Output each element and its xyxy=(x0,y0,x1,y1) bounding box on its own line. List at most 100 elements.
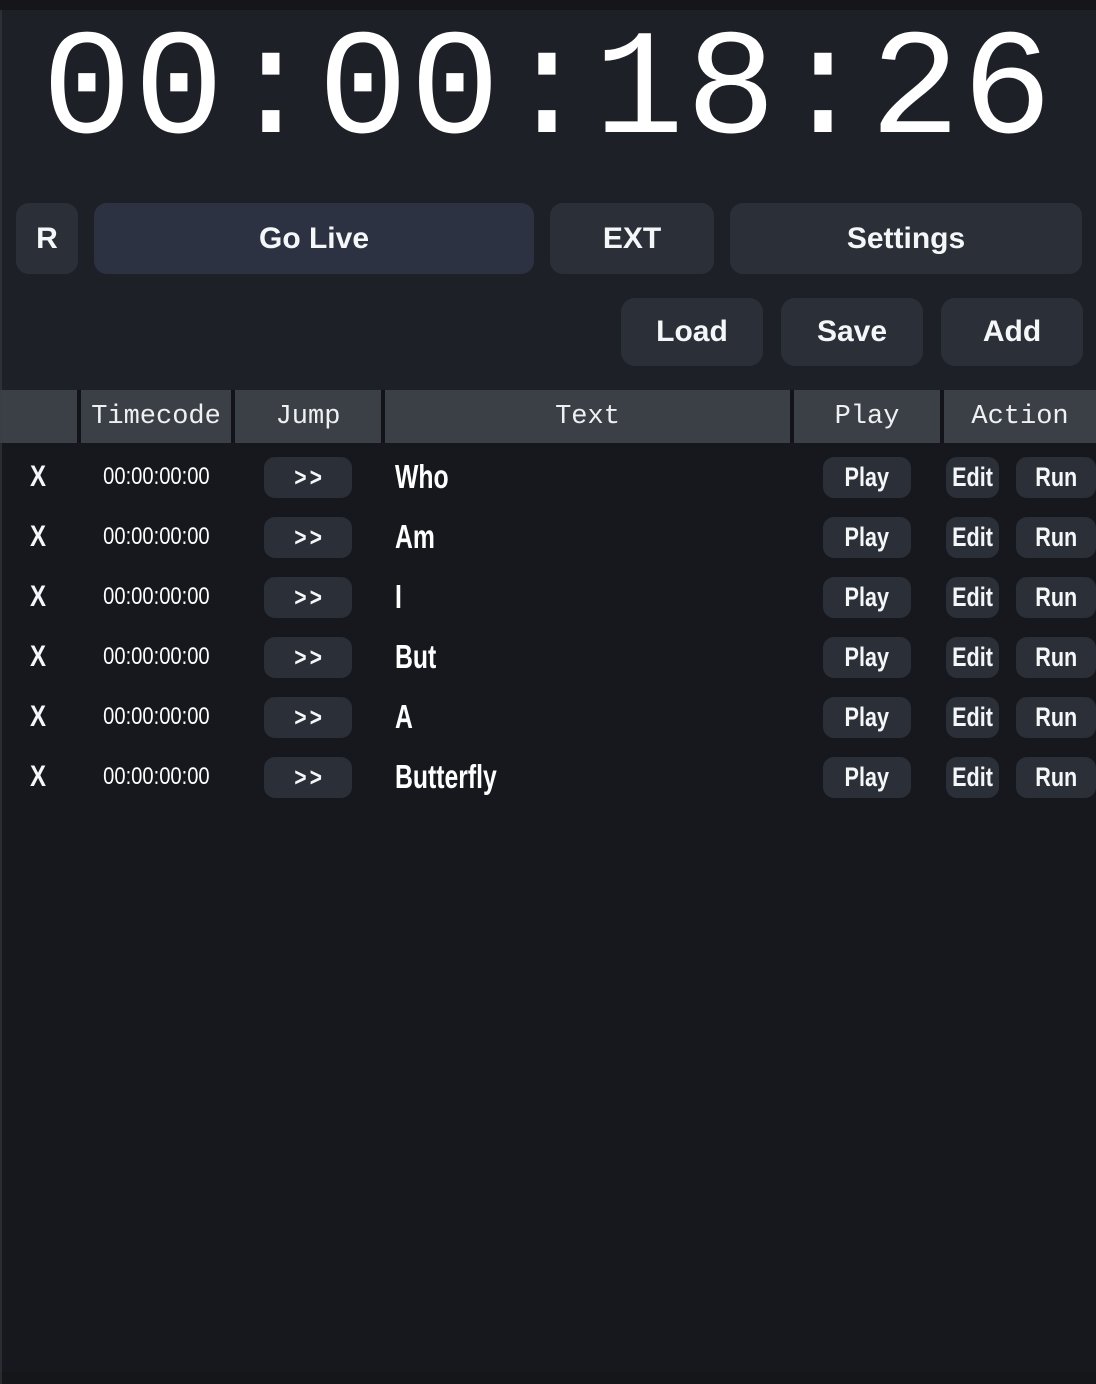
run-button[interactable]: Run xyxy=(1016,456,1096,498)
edit-button[interactable]: Edit xyxy=(946,456,999,498)
run-button-label: Run xyxy=(1034,581,1077,612)
edit-button[interactable]: Edit xyxy=(946,636,999,678)
save-button[interactable]: Save xyxy=(781,298,923,366)
file-actions-toolbar: Load Save Add xyxy=(0,298,1083,366)
play-cell: Play xyxy=(794,567,940,627)
jump-button[interactable]: >> xyxy=(264,456,352,498)
jump-cell: >> xyxy=(235,507,381,567)
double-chevron-icon: >> xyxy=(294,461,325,492)
delete-row-button[interactable]: X xyxy=(30,700,47,733)
text-cell: A xyxy=(385,687,790,747)
jump-button[interactable]: >> xyxy=(264,516,352,558)
action-cell: Edit Run xyxy=(944,507,1096,567)
load-button[interactable]: Load xyxy=(621,298,763,366)
table-row: X 00:00:00:00 >> Who Play Edit Run xyxy=(0,447,1096,507)
row-text: Am xyxy=(395,518,435,555)
run-button-label: Run xyxy=(1034,461,1077,492)
run-button[interactable]: Run xyxy=(1016,516,1096,558)
edit-button[interactable]: Edit xyxy=(946,696,999,738)
double-chevron-icon: >> xyxy=(294,581,325,612)
col-header-delete xyxy=(0,390,77,443)
text-cell: Who xyxy=(385,447,790,507)
table-header-row: Timecode Jump Text Play Action xyxy=(0,390,1096,443)
delete-row-button[interactable]: X xyxy=(30,640,47,673)
play-cell: Play xyxy=(794,507,940,567)
jump-button[interactable]: >> xyxy=(264,576,352,618)
ext-button[interactable]: EXT xyxy=(550,203,714,274)
play-button-label: Play xyxy=(844,581,890,612)
play-button[interactable]: Play xyxy=(823,576,911,618)
play-button-label: Play xyxy=(844,701,890,732)
edit-button[interactable]: Edit xyxy=(946,756,999,798)
double-chevron-icon: >> xyxy=(294,521,325,552)
delete-cell: X xyxy=(0,747,77,807)
play-button-label: Play xyxy=(844,461,890,492)
double-chevron-icon: >> xyxy=(294,701,325,732)
play-button[interactable]: Play xyxy=(823,516,911,558)
col-header-jump: Jump xyxy=(235,390,381,443)
text-cell: Butterfly xyxy=(385,747,790,807)
action-cell: Edit Run xyxy=(944,627,1096,687)
record-button[interactable]: R xyxy=(16,203,78,274)
play-button[interactable]: Play xyxy=(823,696,911,738)
timecode-cell: 00:00:00:00 xyxy=(81,447,231,507)
run-button-label: Run xyxy=(1034,521,1077,552)
play-cell: Play xyxy=(794,627,940,687)
table-row: X 00:00:00:00 >> I Play Edit Run xyxy=(0,567,1096,627)
delete-row-button[interactable]: X xyxy=(30,760,47,793)
action-cell: Edit Run xyxy=(944,687,1096,747)
play-button[interactable]: Play xyxy=(823,456,911,498)
text-cell: But xyxy=(385,627,790,687)
add-button[interactable]: Add xyxy=(941,298,1083,366)
jump-cell: >> xyxy=(235,687,381,747)
jump-button[interactable]: >> xyxy=(264,636,352,678)
settings-button[interactable]: Settings xyxy=(730,203,1082,274)
row-timecode: 00:00:00:00 xyxy=(102,703,210,730)
delete-cell: X xyxy=(0,687,77,747)
double-chevron-icon: >> xyxy=(294,641,325,672)
table-body: X 00:00:00:00 >> Who Play Edit Run xyxy=(0,447,1096,807)
table-row: X 00:00:00:00 >> A Play Edit Run xyxy=(0,687,1096,747)
delete-cell: X xyxy=(0,567,77,627)
app-window: 00:00:18:26 R Go Live EXT Settings Load … xyxy=(0,10,1096,1372)
run-button-label: Run xyxy=(1034,641,1077,672)
row-text: Butterfly xyxy=(395,758,497,795)
run-button[interactable]: Run xyxy=(1016,636,1096,678)
control-panel: 00:00:18:26 R Go Live EXT Settings Load … xyxy=(0,10,1096,390)
play-cell: Play xyxy=(794,447,940,507)
delete-cell: X xyxy=(0,447,77,507)
delete-cell: X xyxy=(0,507,77,567)
master-timecode-display: 00:00:18:26 xyxy=(41,8,1055,178)
go-live-button[interactable]: Go Live xyxy=(94,203,534,274)
double-chevron-icon: >> xyxy=(294,761,325,792)
edit-button[interactable]: Edit xyxy=(946,576,999,618)
play-button[interactable]: Play xyxy=(823,756,911,798)
action-cell: Edit Run xyxy=(944,747,1096,807)
delete-row-button[interactable]: X xyxy=(30,520,47,553)
cue-table: Timecode Jump Text Play Action X 00:00:0… xyxy=(0,390,1096,1372)
play-button[interactable]: Play xyxy=(823,636,911,678)
row-text: I xyxy=(395,578,402,615)
run-button[interactable]: Run xyxy=(1016,576,1096,618)
row-text: But xyxy=(395,638,437,675)
jump-cell: >> xyxy=(235,447,381,507)
row-timecode: 00:00:00:00 xyxy=(102,523,210,550)
delete-row-button[interactable]: X xyxy=(30,580,47,613)
jump-cell: >> xyxy=(235,627,381,687)
jump-button[interactable]: >> xyxy=(264,756,352,798)
timecode-cell: 00:00:00:00 xyxy=(81,687,231,747)
delete-cell: X xyxy=(0,627,77,687)
jump-button[interactable]: >> xyxy=(264,696,352,738)
delete-row-button[interactable]: X xyxy=(30,460,47,493)
play-cell: Play xyxy=(794,747,940,807)
row-timecode: 00:00:00:00 xyxy=(102,583,210,610)
run-button[interactable]: Run xyxy=(1016,696,1096,738)
edit-button[interactable]: Edit xyxy=(946,516,999,558)
action-cell: Edit Run xyxy=(944,567,1096,627)
run-button[interactable]: Run xyxy=(1016,756,1096,798)
col-header-play: Play xyxy=(794,390,940,443)
play-button-label: Play xyxy=(844,521,890,552)
action-cell: Edit Run xyxy=(944,447,1096,507)
row-timecode: 00:00:00:00 xyxy=(102,643,210,670)
jump-cell: >> xyxy=(235,567,381,627)
